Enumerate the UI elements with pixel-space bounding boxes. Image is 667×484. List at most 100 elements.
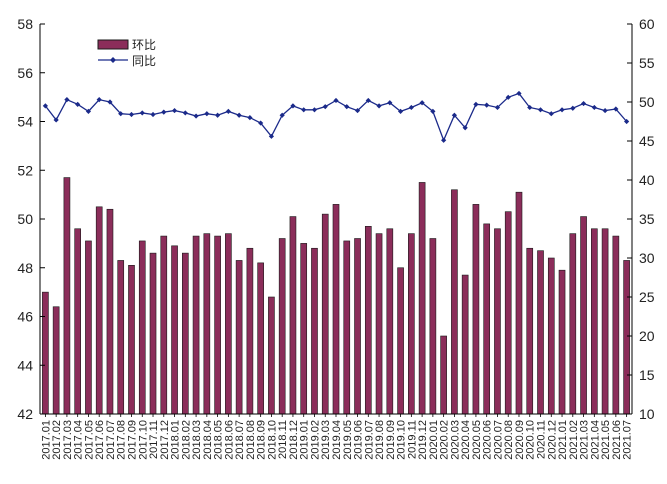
x-tick-label-2018.10: 2018.10 (266, 420, 278, 460)
line-point-2020.04 (462, 125, 468, 131)
bar-2018.10 (268, 296, 275, 415)
line-point-2017.02 (53, 117, 59, 123)
x-tick-label-2017.10: 2017.10 (137, 420, 149, 460)
bar-2019.05 (343, 240, 351, 415)
bar-2017.03 (63, 177, 71, 415)
line-point-2021.01 (559, 107, 565, 113)
line-point-2021.06 (613, 106, 619, 112)
bar-2018.04 (203, 233, 211, 415)
line-point-2019.02 (311, 107, 318, 113)
x-tick-label-2019.08: 2019.08 (374, 420, 386, 460)
bar-2017.02 (52, 306, 60, 415)
bar-2020.07 (494, 228, 501, 415)
left-tick-label-44: 44 (17, 357, 33, 373)
line-point-2021.03 (580, 100, 587, 107)
x-tick-label-2017.12: 2017.12 (159, 420, 171, 460)
x-tick-label-2020.05: 2020.05 (471, 420, 483, 460)
x-tick-label-2018.08: 2018.08 (245, 420, 257, 460)
x-tick-label-2020.11: 2020.11 (536, 420, 548, 459)
bar-2018.07 (235, 260, 243, 415)
line-point-2021.04 (591, 104, 597, 111)
line-point-2018.07 (236, 112, 242, 118)
line-point-2017.04 (75, 101, 81, 107)
bar-2017.11 (149, 252, 157, 415)
x-tick-label-2017.01: 2017.01 (40, 420, 52, 460)
x-tick-label-2021.04: 2021.04 (589, 420, 601, 460)
bar-2020.05 (472, 204, 480, 415)
bar-2021.04 (591, 228, 598, 415)
bar-2021.06 (612, 235, 620, 415)
x-tick-label-2017.11: 2017.11 (148, 420, 160, 459)
left-tick-label-56: 56 (17, 65, 33, 81)
x-tick-label-2020.02: 2020.02 (439, 420, 451, 460)
bar-series-group (42, 177, 630, 415)
x-tick-label-2021.07: 2021.07 (622, 420, 634, 460)
bar-2020.12 (547, 257, 555, 415)
line-point-2019.01 (301, 107, 307, 113)
line-point-2018.05 (215, 112, 221, 118)
bar-2017.04 (74, 228, 81, 415)
line-point-2018.10 (268, 133, 275, 139)
line-point-2020.12 (548, 111, 554, 117)
line-point-2017.03 (64, 97, 70, 103)
line-point-2017.07 (107, 99, 113, 105)
x-tick-label-2018.03: 2018.03 (191, 420, 203, 460)
line-point-2018.09 (258, 120, 264, 126)
x-tick-label-2018.09: 2018.09 (256, 420, 268, 460)
x-tick-label-2017.07: 2017.07 (105, 420, 117, 460)
left-tick-label-42: 42 (17, 406, 33, 422)
line-point-2017.01 (42, 103, 48, 109)
x-tick-label-2021.05: 2021.05 (600, 420, 612, 460)
line-point-2020.07 (494, 104, 501, 111)
right-tick-label-30: 30 (639, 250, 655, 266)
bar-2019.09 (386, 228, 394, 415)
axes-group: 42 44 46 48 50 52 54 56 58 10 15 20 25 30 35 40 45 50 55 60… (17, 16, 654, 460)
line-point-2018.06 (225, 108, 231, 114)
line-point-2018.08 (247, 115, 253, 121)
x-tick-label-2019.11: 2019.11 (406, 420, 418, 459)
line-point-2019.03 (322, 104, 328, 110)
bar-2021.05 (601, 228, 609, 415)
right-tick-label-25: 25 (639, 289, 655, 305)
bar-2021.07 (623, 260, 630, 415)
right-tick-label-55: 55 (639, 55, 655, 71)
right-tick-label-45: 45 (639, 133, 655, 149)
bar-2019.01 (300, 243, 308, 415)
line-point-2021.02 (570, 105, 576, 111)
x-tick-label-2020.04: 2020.04 (460, 420, 472, 460)
right-tick-label-35: 35 (639, 211, 655, 227)
bar-2018.12 (289, 216, 297, 415)
x-tick-label-2017.03: 2017.03 (62, 420, 74, 460)
bar-2018.03 (192, 235, 200, 415)
x-tick-label-2021.06: 2021.06 (611, 420, 623, 460)
line-point-2018.12 (290, 103, 296, 109)
line-point-2017.05 (85, 108, 92, 114)
right-tick-label-40: 40 (639, 172, 655, 188)
x-tick-label-2017.02: 2017.02 (51, 420, 63, 460)
bar-2017.07 (106, 208, 114, 415)
bar-2021.02 (569, 233, 577, 415)
bar-2020.01 (429, 238, 437, 415)
bar-2020.04 (461, 274, 469, 415)
x-tick-label-2017.06: 2017.06 (94, 420, 106, 460)
bar-2020.10 (526, 247, 534, 415)
x-tick-label-2018.04: 2018.04 (202, 420, 214, 460)
x-tick-label-2021.03: 2021.03 (579, 420, 591, 460)
bar-2019.12 (418, 182, 426, 415)
x-tick-label-2020.01: 2020.01 (428, 420, 440, 460)
line-point-2017.08 (118, 111, 124, 117)
x-tick-label-2020.06: 2020.06 (482, 420, 494, 460)
x-tick-label-2017.04: 2017.04 (73, 420, 85, 460)
bar-2018.11 (278, 238, 286, 415)
right-tick-label-20: 20 (639, 328, 655, 344)
line-point-2017.09 (128, 111, 135, 118)
right-tick-label-15: 15 (639, 367, 655, 383)
line-point-2017.12 (161, 109, 167, 115)
bar-2018.02 (182, 252, 189, 415)
line-point-2020.09 (516, 90, 522, 97)
line-point-2019.04 (333, 97, 339, 104)
bar-2019.03 (321, 213, 329, 415)
x-tick-label-2020.09: 2020.09 (514, 420, 526, 460)
bar-2021.03 (580, 216, 587, 415)
